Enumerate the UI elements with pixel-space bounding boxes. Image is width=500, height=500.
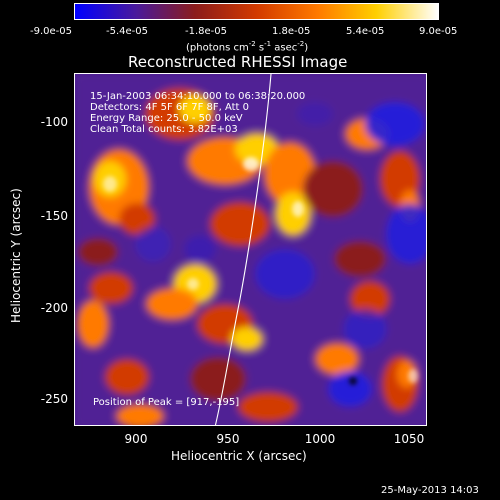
colorbar-units-end: ): [304, 42, 309, 54]
y-axis-label: Heliocentric Y (arcsec): [9, 188, 23, 323]
solar-limb-curve: [214, 74, 272, 425]
x-tick-label-1050: 1050: [393, 432, 425, 446]
heatmap-blobs: [75, 74, 426, 425]
colorbar-units-mid1: s: [255, 42, 265, 54]
colorbar-tick-6: 9.0e-05: [419, 26, 458, 37]
colorbar-tick-2: -5.4e-05: [106, 26, 148, 37]
colorbar-units-mid2: asec: [271, 42, 298, 54]
heatmap-details: [103, 157, 418, 385]
colorbar-tick-3: -1.8e-05: [185, 26, 227, 37]
colorbar-units-main: (photons cm: [186, 42, 249, 54]
x-tick-label-1000: 1000: [304, 432, 336, 446]
heatmap-svg: [75, 74, 426, 425]
annotation-time-range: 15-Jan-2003 06:34:10.000 to 06:38:20.000: [90, 91, 306, 102]
colorbar-units-sup2: -1: [264, 40, 272, 48]
x-tick-label-900: 900: [124, 432, 148, 446]
colorbar-units: (photons cm-2 s-1 asec-2): [186, 41, 308, 53]
annotation-detectors: Detectors: 4F 5F 6F 7F 8F, Att 0: [90, 102, 250, 113]
colorbar-tick-4: 1.8e-05: [272, 26, 311, 37]
annotation-peak-position: Position of Peak = [917,-195]: [93, 397, 240, 408]
y-tick-label-neg-100: -100: [40, 115, 68, 129]
figure-title: Reconstructed RHESSI Image: [128, 53, 348, 71]
colorbar-gradient: [75, 4, 438, 19]
y-tick-label-neg-250: -250: [40, 392, 68, 406]
colorbar-tick-1: -9.0e-05: [30, 26, 72, 37]
annotation-energy-range: Energy Range: 25.0 - 50.0 keV: [90, 113, 243, 124]
heatmap-plot: 15-Jan-2003 06:34:10.000 to 06:38:20.000…: [74, 73, 427, 426]
render-timestamp: 25-May-2013 14:03: [381, 485, 479, 496]
x-axis-label: Heliocentric X (arcsec): [171, 449, 307, 463]
colorbar-tick-5: 5.4e-05: [346, 26, 385, 37]
x-tick-label-950: 950: [216, 432, 240, 446]
y-tick-label-neg-150: -150: [40, 209, 68, 223]
colorbar: [74, 3, 439, 20]
colorbar-units-sup3: -2: [297, 40, 305, 48]
y-tick-label-neg-200: -200: [40, 301, 68, 315]
colorbar-units-sup1: -2: [248, 40, 256, 48]
annotation-clean-total-counts: Clean Total counts: 3.82E+03: [90, 124, 238, 135]
